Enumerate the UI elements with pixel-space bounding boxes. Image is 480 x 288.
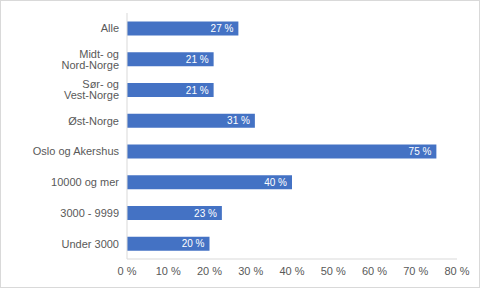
- svg-text:75 %: 75 %: [409, 146, 432, 157]
- svg-text:80 %: 80 %: [444, 265, 469, 277]
- svg-text:0 %: 0 %: [118, 265, 137, 277]
- svg-text:3000 - 9999: 3000 - 9999: [60, 207, 119, 219]
- svg-text:40 %: 40 %: [279, 265, 304, 277]
- svg-text:31 %: 31 %: [227, 115, 250, 126]
- svg-text:30 %: 30 %: [238, 265, 263, 277]
- svg-text:Under 3000: Under 3000: [62, 238, 120, 250]
- svg-text:20 %: 20 %: [182, 238, 205, 249]
- svg-text:20 %: 20 %: [197, 265, 222, 277]
- svg-text:27 %: 27 %: [211, 23, 234, 34]
- svg-text:10 %: 10 %: [156, 265, 181, 277]
- svg-text:21 %: 21 %: [186, 54, 209, 65]
- svg-text:60 %: 60 %: [362, 265, 387, 277]
- svg-text:Sør- ogVest-Norge: Sør- ogVest-Norge: [64, 78, 119, 101]
- svg-text:Alle: Alle: [101, 22, 119, 34]
- svg-text:Øst-Norge: Øst-Norge: [68, 115, 119, 127]
- svg-text:Oslo og Akershus: Oslo og Akershus: [33, 145, 120, 157]
- svg-text:40 %: 40 %: [264, 177, 287, 188]
- svg-text:Midt- ogNord-Norge: Midt- ogNord-Norge: [62, 48, 119, 71]
- svg-text:70 %: 70 %: [403, 265, 428, 277]
- svg-text:50 %: 50 %: [321, 265, 346, 277]
- svg-text:21 %: 21 %: [186, 85, 209, 96]
- svg-text:10000 og mer: 10000 og mer: [51, 176, 119, 188]
- svg-text:23 %: 23 %: [194, 208, 217, 219]
